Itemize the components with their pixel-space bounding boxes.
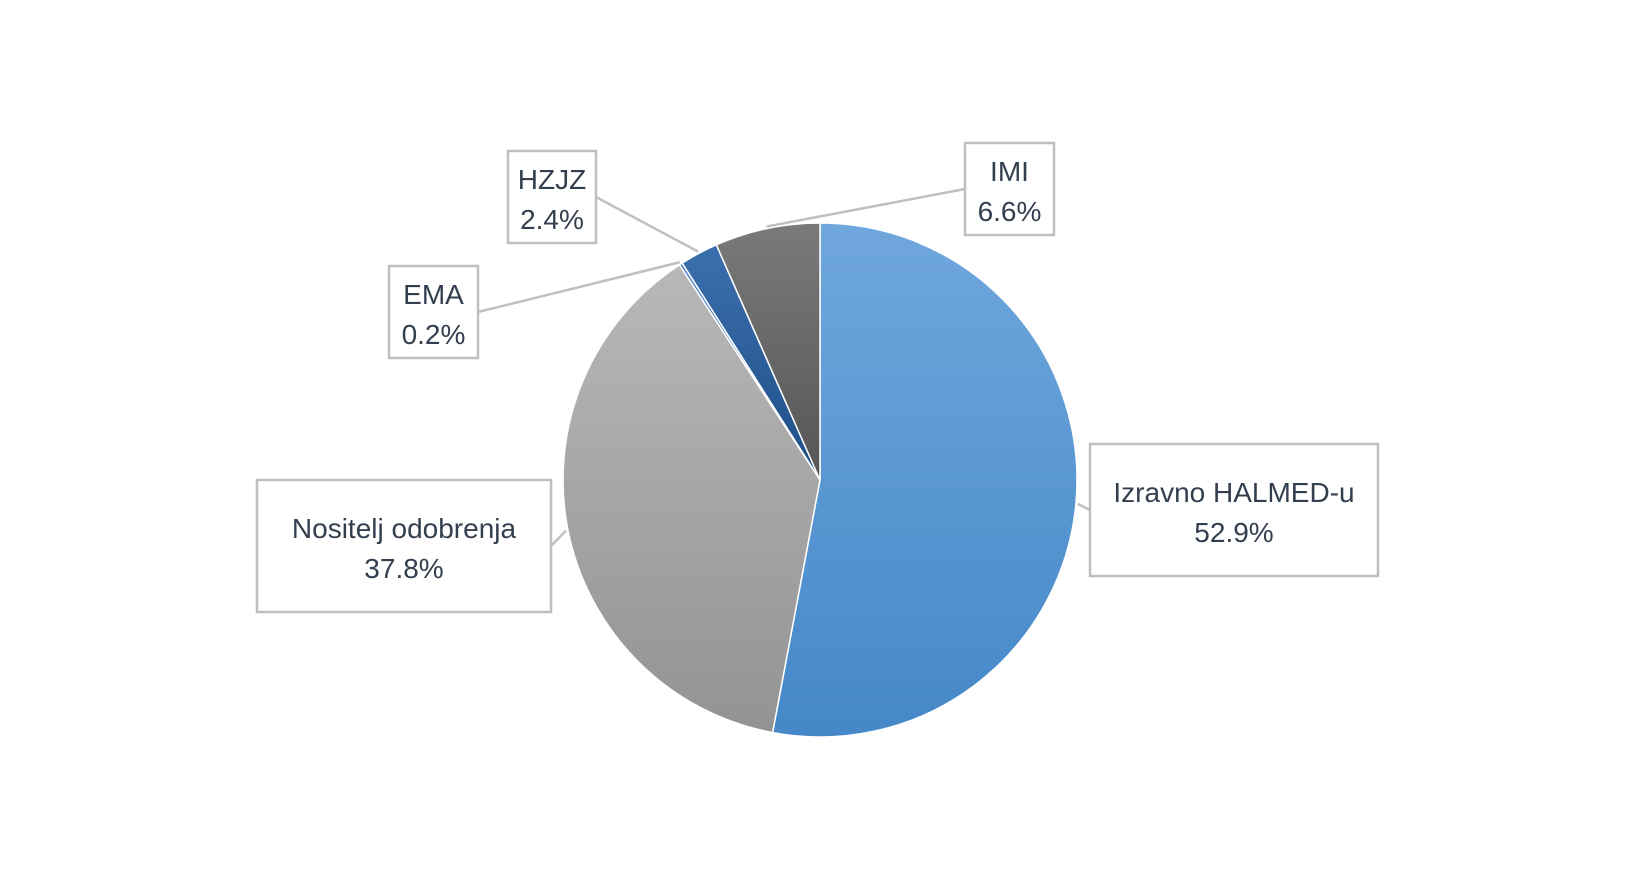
data-label-box	[255, 478, 553, 614]
data-label-percent: 0.2%	[402, 319, 466, 350]
data-label-category: EMA	[403, 279, 464, 310]
data-label-percent: 2.4%	[520, 204, 584, 235]
data-label-category: HZJZ	[518, 164, 586, 195]
data-labels-layer: Izravno HALMED-u 52.9% Nositelj odobrenja 3…	[255, 141, 1380, 614]
slices-layer	[562, 222, 1078, 738]
leader-line-ema	[477, 261, 681, 314]
data-label-category: Izravno HALMED-u	[1113, 477, 1354, 508]
data-label-hzjz: HZJZ 2.4%	[506, 149, 598, 245]
data-label-ema: EMA 0.2%	[387, 264, 480, 360]
leader-line-izravno-halmed-u	[1077, 502, 1091, 512]
data-label-izravno-halmed-u: Izravno HALMED-u 52.9%	[1088, 442, 1380, 578]
leader-line-imi	[766, 187, 966, 228]
data-label-imi: IMI 6.6%	[963, 141, 1056, 237]
pie-slice-imi	[715, 222, 821, 481]
data-label-percent: 37.8%	[364, 553, 443, 584]
data-label-percent: 52.9%	[1194, 517, 1273, 548]
data-label-category: IMI	[990, 156, 1029, 187]
pie-slice-izravno-halmed-u	[771, 222, 1078, 738]
data-label-box	[387, 264, 480, 360]
data-label-percent: 6.6%	[978, 196, 1042, 227]
data-label-category: Nositelj odobrenja	[292, 513, 517, 544]
leader-lines-layer	[477, 187, 1091, 547]
leader-line-nositelj-odobrenja	[550, 529, 567, 547]
data-label-box	[506, 149, 598, 245]
leader-line-hzjz	[595, 195, 699, 253]
data-label-nositelj-odobrenja: Nositelj odobrenja 37.8%	[255, 478, 553, 614]
data-label-box	[1088, 442, 1380, 578]
data-label-box	[963, 141, 1056, 237]
